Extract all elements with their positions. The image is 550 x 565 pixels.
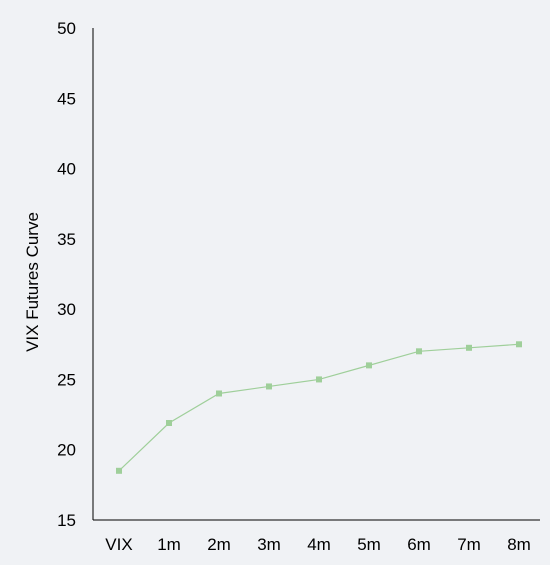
y-tick-label: 30 [57, 300, 76, 319]
x-tick-label: 8m [507, 535, 531, 554]
x-axis: VIX 1m 2m 3m 4m 5m 6m 7m 8m [93, 519, 540, 554]
y-axis: 15 20 25 30 35 40 45 50 [57, 19, 94, 530]
x-tick-label: 5m [357, 535, 381, 554]
data-point [516, 341, 522, 348]
y-tick-label: 20 [57, 441, 76, 460]
data-point [216, 390, 222, 397]
x-tick-label: VIX [105, 535, 132, 554]
data-point [466, 344, 472, 351]
x-tick-label: 3m [257, 535, 281, 554]
y-tick-label: 15 [57, 511, 76, 530]
data-point [366, 362, 372, 369]
x-tick-label: 7m [457, 535, 481, 554]
plot-area [116, 341, 522, 474]
y-tick-label: 50 [57, 19, 76, 38]
data-point [166, 420, 172, 427]
x-tick-label: 1m [157, 535, 181, 554]
x-tick-label: 4m [307, 535, 331, 554]
data-point [266, 383, 272, 390]
y-tick-label: 35 [57, 230, 76, 249]
data-point [416, 348, 422, 355]
y-axis-label: VIX Futures Curve [23, 212, 42, 352]
y-tick-label: 45 [57, 89, 76, 108]
y-tick-label: 25 [57, 370, 76, 389]
data-point [116, 467, 122, 474]
x-tick-label: 2m [207, 535, 231, 554]
data-point [316, 376, 322, 383]
series-line [118, 343, 520, 472]
y-tick-label: 40 [57, 160, 76, 179]
x-tick-label: 6m [407, 535, 431, 554]
